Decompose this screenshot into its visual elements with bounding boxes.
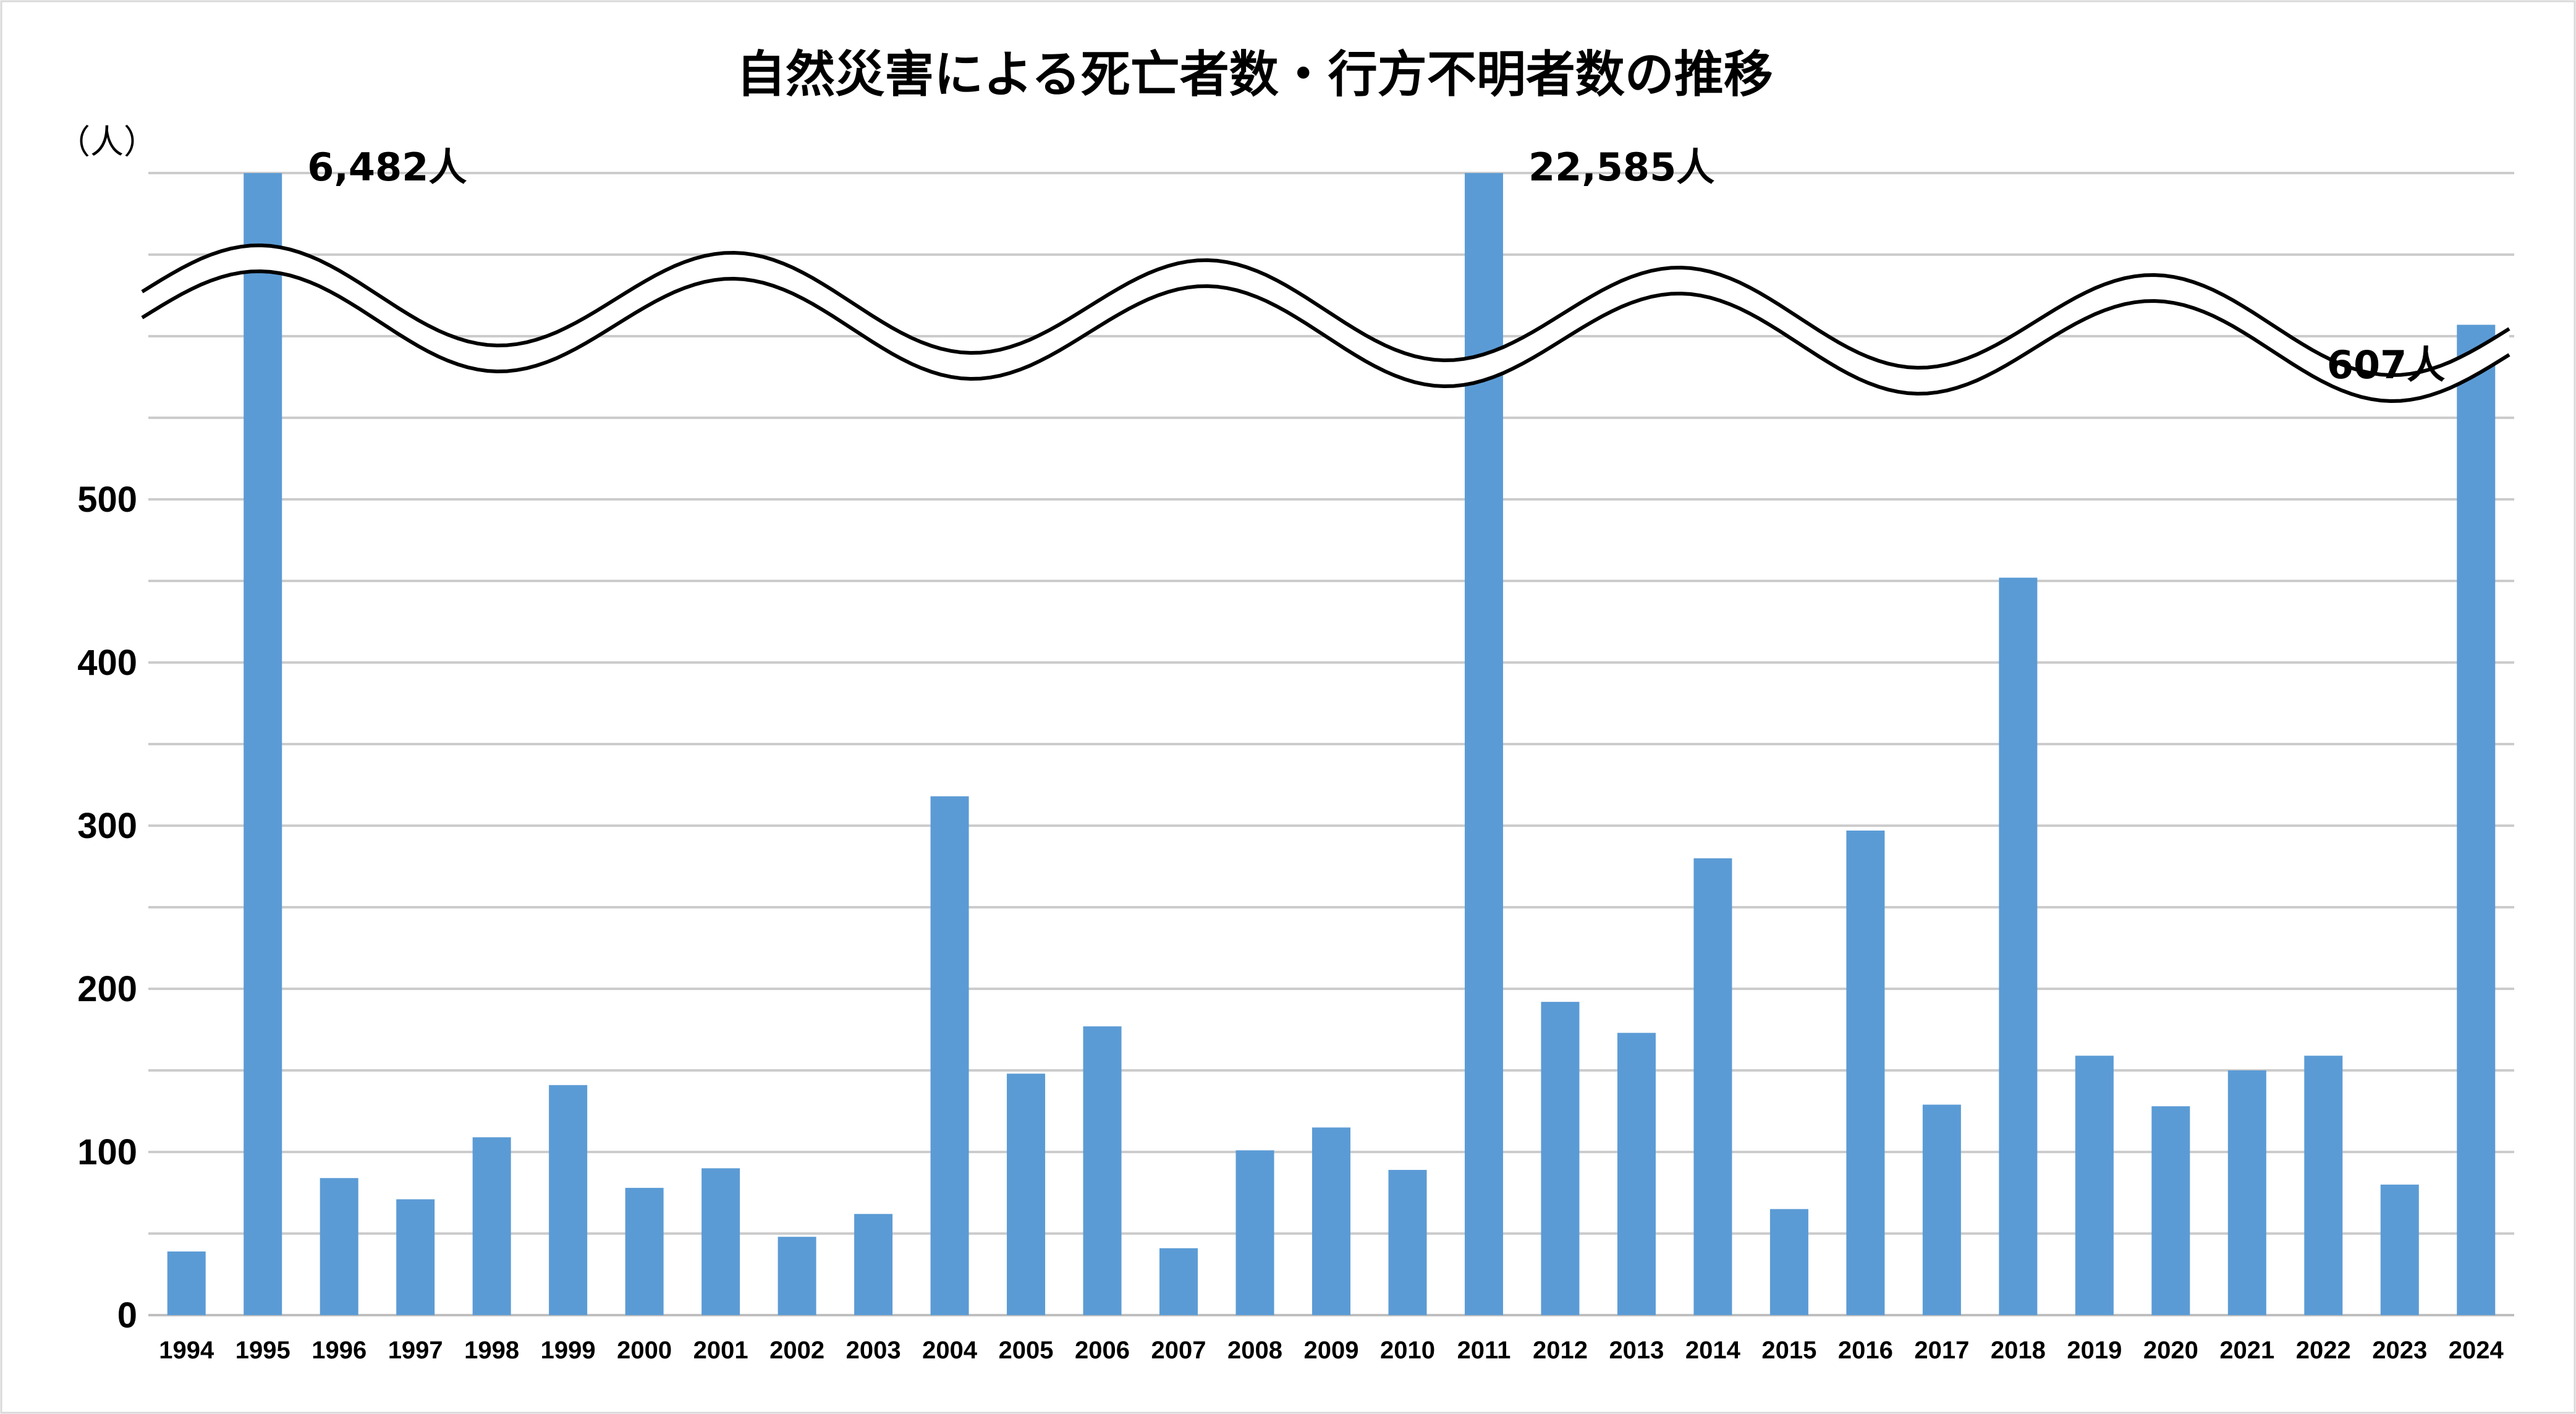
y-unit-label: （人） — [57, 122, 157, 161]
bar-2009 — [1312, 1127, 1350, 1315]
break-band — [142, 245, 2509, 401]
x-tick-label: 2005 — [999, 1337, 1054, 1364]
bar-1996 — [320, 1178, 358, 1315]
x-tick-label: 2019 — [2067, 1337, 2122, 1364]
bar-2016 — [1846, 830, 1885, 1315]
data-label-2024: 607人 — [2327, 342, 2445, 387]
x-tick-label: 1994 — [159, 1337, 214, 1364]
axis-break-wave — [141, 243, 2510, 404]
x-tick-label: 2020 — [2143, 1337, 2198, 1364]
data-labels: 6,482人 22,585人 607人 — [307, 145, 2445, 387]
bar-2017 — [1922, 1104, 1961, 1315]
bar-2014 — [1693, 858, 1732, 1315]
break-line-lower — [141, 269, 2510, 404]
x-tick-label: 2004 — [922, 1337, 978, 1364]
x-tick-label: 2009 — [1304, 1337, 1359, 1364]
x-tick-label: 2003 — [846, 1337, 901, 1364]
x-tick-label: 1998 — [464, 1337, 519, 1364]
gridlines — [148, 172, 2514, 1316]
x-tick-label: 1999 — [541, 1337, 596, 1364]
axis-ticks: 0 100 200 300 400 500 1994 1995 1996 1997 1998 1999… — [77, 480, 2504, 1364]
x-tick-label: 2023 — [2372, 1337, 2427, 1364]
bar-2007 — [1159, 1248, 1198, 1315]
bar-2006 — [1083, 1026, 1122, 1315]
bar-2005 — [1007, 1073, 1046, 1315]
data-label-2011: 22,585人 — [1528, 145, 1714, 190]
bar-2002 — [777, 1237, 816, 1315]
chart-title: 自然災害による死亡者数・行方不明者数の推移 — [736, 46, 1773, 103]
bar-2000 — [625, 1188, 664, 1315]
bars — [167, 173, 2496, 1315]
y-tick-label: 300 — [77, 806, 137, 846]
bar-1994 — [167, 1251, 206, 1315]
x-tick-label: 2008 — [1227, 1337, 1282, 1364]
x-tick-label: 2015 — [1761, 1337, 1816, 1364]
bar-2004 — [930, 796, 969, 1315]
bar-2023 — [2380, 1184, 2419, 1315]
bar-2010 — [1388, 1170, 1427, 1315]
x-tick-label: 1996 — [311, 1337, 366, 1364]
bar-2011 — [1464, 173, 1503, 1315]
bar-2022 — [2304, 1056, 2343, 1315]
x-tick-label: 2013 — [1609, 1337, 1664, 1364]
bar-2008 — [1235, 1150, 1274, 1315]
x-tick-label: 2010 — [1380, 1337, 1435, 1364]
bar-2019 — [2075, 1056, 2114, 1315]
bar-2015 — [1769, 1209, 1808, 1315]
bar-2021 — [2227, 1070, 2266, 1315]
x-tick-label: 2012 — [1533, 1337, 1588, 1364]
x-tick-label: 2017 — [1914, 1337, 1969, 1364]
x-tick-label: 1997 — [388, 1337, 443, 1364]
break-line-upper — [141, 243, 2510, 378]
x-tick-label: 2006 — [1075, 1337, 1130, 1364]
x-tick-label: 2011 — [1457, 1337, 1511, 1364]
y-tick-label: 500 — [77, 480, 137, 520]
bar-2012 — [1541, 1002, 1580, 1315]
x-tick-label: 2024 — [2449, 1337, 2504, 1364]
y-tick-label: 0 — [117, 1295, 137, 1336]
x-tick-label: 2016 — [1838, 1337, 1893, 1364]
x-tick-label: 2018 — [1991, 1337, 2046, 1364]
bar-2013 — [1617, 1033, 1656, 1315]
bar-1997 — [396, 1199, 435, 1315]
x-tick-label: 2000 — [617, 1337, 672, 1364]
y-tick-label: 400 — [77, 643, 137, 683]
bar-2024 — [2457, 324, 2496, 1315]
x-tick-label: 2021 — [2219, 1337, 2274, 1364]
x-tick-label: 2007 — [1151, 1337, 1206, 1364]
bar-2018 — [1999, 577, 2038, 1315]
y-tick-label: 100 — [77, 1132, 137, 1172]
bar-1998 — [472, 1137, 511, 1315]
x-tick-label: 2001 — [693, 1337, 748, 1364]
bar-2003 — [854, 1214, 893, 1315]
data-label-1995: 6,482人 — [307, 145, 467, 190]
bar-2020 — [2151, 1106, 2190, 1315]
x-tick-label: 1995 — [235, 1337, 290, 1364]
bar-1995 — [244, 173, 282, 1315]
y-tick-label: 200 — [77, 969, 137, 1009]
x-tick-label: 2022 — [2296, 1337, 2351, 1364]
bar-2001 — [701, 1168, 740, 1315]
x-tick-label: 2014 — [1685, 1337, 1741, 1364]
x-tick-label: 2002 — [769, 1337, 824, 1364]
bar-1999 — [549, 1085, 588, 1315]
